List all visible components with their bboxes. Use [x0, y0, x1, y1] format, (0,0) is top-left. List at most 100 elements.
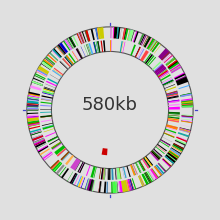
Wedge shape [50, 160, 59, 169]
Wedge shape [32, 81, 43, 86]
Wedge shape [162, 159, 171, 167]
Wedge shape [179, 128, 190, 132]
Wedge shape [114, 27, 120, 39]
Wedge shape [53, 48, 62, 57]
Wedge shape [182, 115, 193, 118]
Wedge shape [128, 29, 134, 41]
Wedge shape [69, 37, 76, 48]
Wedge shape [43, 60, 53, 68]
Wedge shape [140, 50, 149, 61]
Wedge shape [27, 109, 38, 111]
Wedge shape [125, 180, 129, 191]
Wedge shape [34, 140, 46, 148]
Wedge shape [37, 70, 47, 76]
Wedge shape [42, 152, 52, 159]
Wedge shape [81, 32, 85, 43]
Wedge shape [70, 158, 81, 171]
Wedge shape [169, 107, 180, 108]
Wedge shape [138, 49, 145, 59]
Wedge shape [78, 162, 84, 173]
Wedge shape [116, 168, 117, 180]
Wedge shape [176, 137, 187, 142]
Wedge shape [145, 172, 151, 183]
Wedge shape [109, 169, 110, 180]
Wedge shape [148, 40, 156, 50]
Wedge shape [81, 46, 86, 57]
Wedge shape [38, 69, 48, 75]
Wedge shape [28, 122, 40, 126]
Wedge shape [120, 28, 122, 39]
Wedge shape [128, 179, 132, 191]
Wedge shape [34, 139, 45, 145]
Wedge shape [53, 70, 62, 77]
Wedge shape [86, 44, 91, 55]
Wedge shape [181, 101, 193, 104]
Wedge shape [165, 128, 176, 134]
Wedge shape [176, 137, 187, 142]
Wedge shape [152, 42, 160, 52]
Wedge shape [154, 166, 162, 176]
Wedge shape [182, 116, 193, 117]
Wedge shape [174, 143, 184, 149]
Wedge shape [96, 41, 99, 53]
Wedge shape [35, 141, 45, 146]
Wedge shape [158, 163, 167, 172]
Wedge shape [172, 146, 182, 152]
Wedge shape [181, 120, 192, 122]
Wedge shape [169, 62, 179, 70]
Wedge shape [54, 68, 63, 75]
Wedge shape [27, 100, 39, 108]
Wedge shape [106, 182, 108, 193]
Wedge shape [165, 130, 176, 135]
Wedge shape [148, 170, 155, 180]
Wedge shape [168, 100, 179, 102]
Wedge shape [28, 98, 39, 100]
Wedge shape [28, 121, 39, 125]
Text: 580kb: 580kb [82, 96, 138, 114]
Wedge shape [100, 181, 102, 192]
Wedge shape [139, 34, 144, 45]
Wedge shape [164, 55, 173, 63]
Wedge shape [40, 105, 52, 107]
Wedge shape [135, 163, 141, 173]
Wedge shape [88, 44, 92, 55]
Wedge shape [146, 38, 152, 48]
Wedge shape [165, 156, 174, 164]
Wedge shape [45, 58, 54, 66]
Wedge shape [155, 165, 163, 174]
Wedge shape [51, 160, 60, 169]
Wedge shape [27, 116, 38, 118]
Wedge shape [89, 180, 93, 191]
Wedge shape [85, 30, 90, 42]
Wedge shape [27, 116, 39, 121]
Wedge shape [66, 156, 74, 165]
Wedge shape [167, 92, 178, 95]
Wedge shape [97, 41, 100, 53]
Wedge shape [104, 182, 106, 193]
Wedge shape [156, 145, 166, 152]
Wedge shape [57, 148, 66, 156]
Wedge shape [182, 114, 193, 117]
Wedge shape [64, 40, 72, 50]
Wedge shape [65, 40, 72, 50]
Wedge shape [49, 52, 58, 61]
Wedge shape [40, 112, 51, 113]
Wedge shape [168, 100, 179, 103]
Wedge shape [161, 52, 170, 60]
Wedge shape [45, 57, 55, 65]
Wedge shape [27, 114, 38, 117]
Wedge shape [168, 61, 178, 69]
Wedge shape [41, 99, 52, 101]
Wedge shape [181, 98, 192, 101]
Wedge shape [59, 61, 69, 70]
Wedge shape [120, 41, 123, 52]
Wedge shape [182, 103, 193, 107]
Wedge shape [34, 75, 45, 81]
Wedge shape [181, 100, 193, 103]
Wedge shape [56, 164, 64, 174]
Wedge shape [152, 42, 160, 52]
Wedge shape [126, 166, 131, 177]
Wedge shape [169, 107, 180, 110]
Wedge shape [164, 133, 174, 138]
Wedge shape [94, 167, 97, 178]
